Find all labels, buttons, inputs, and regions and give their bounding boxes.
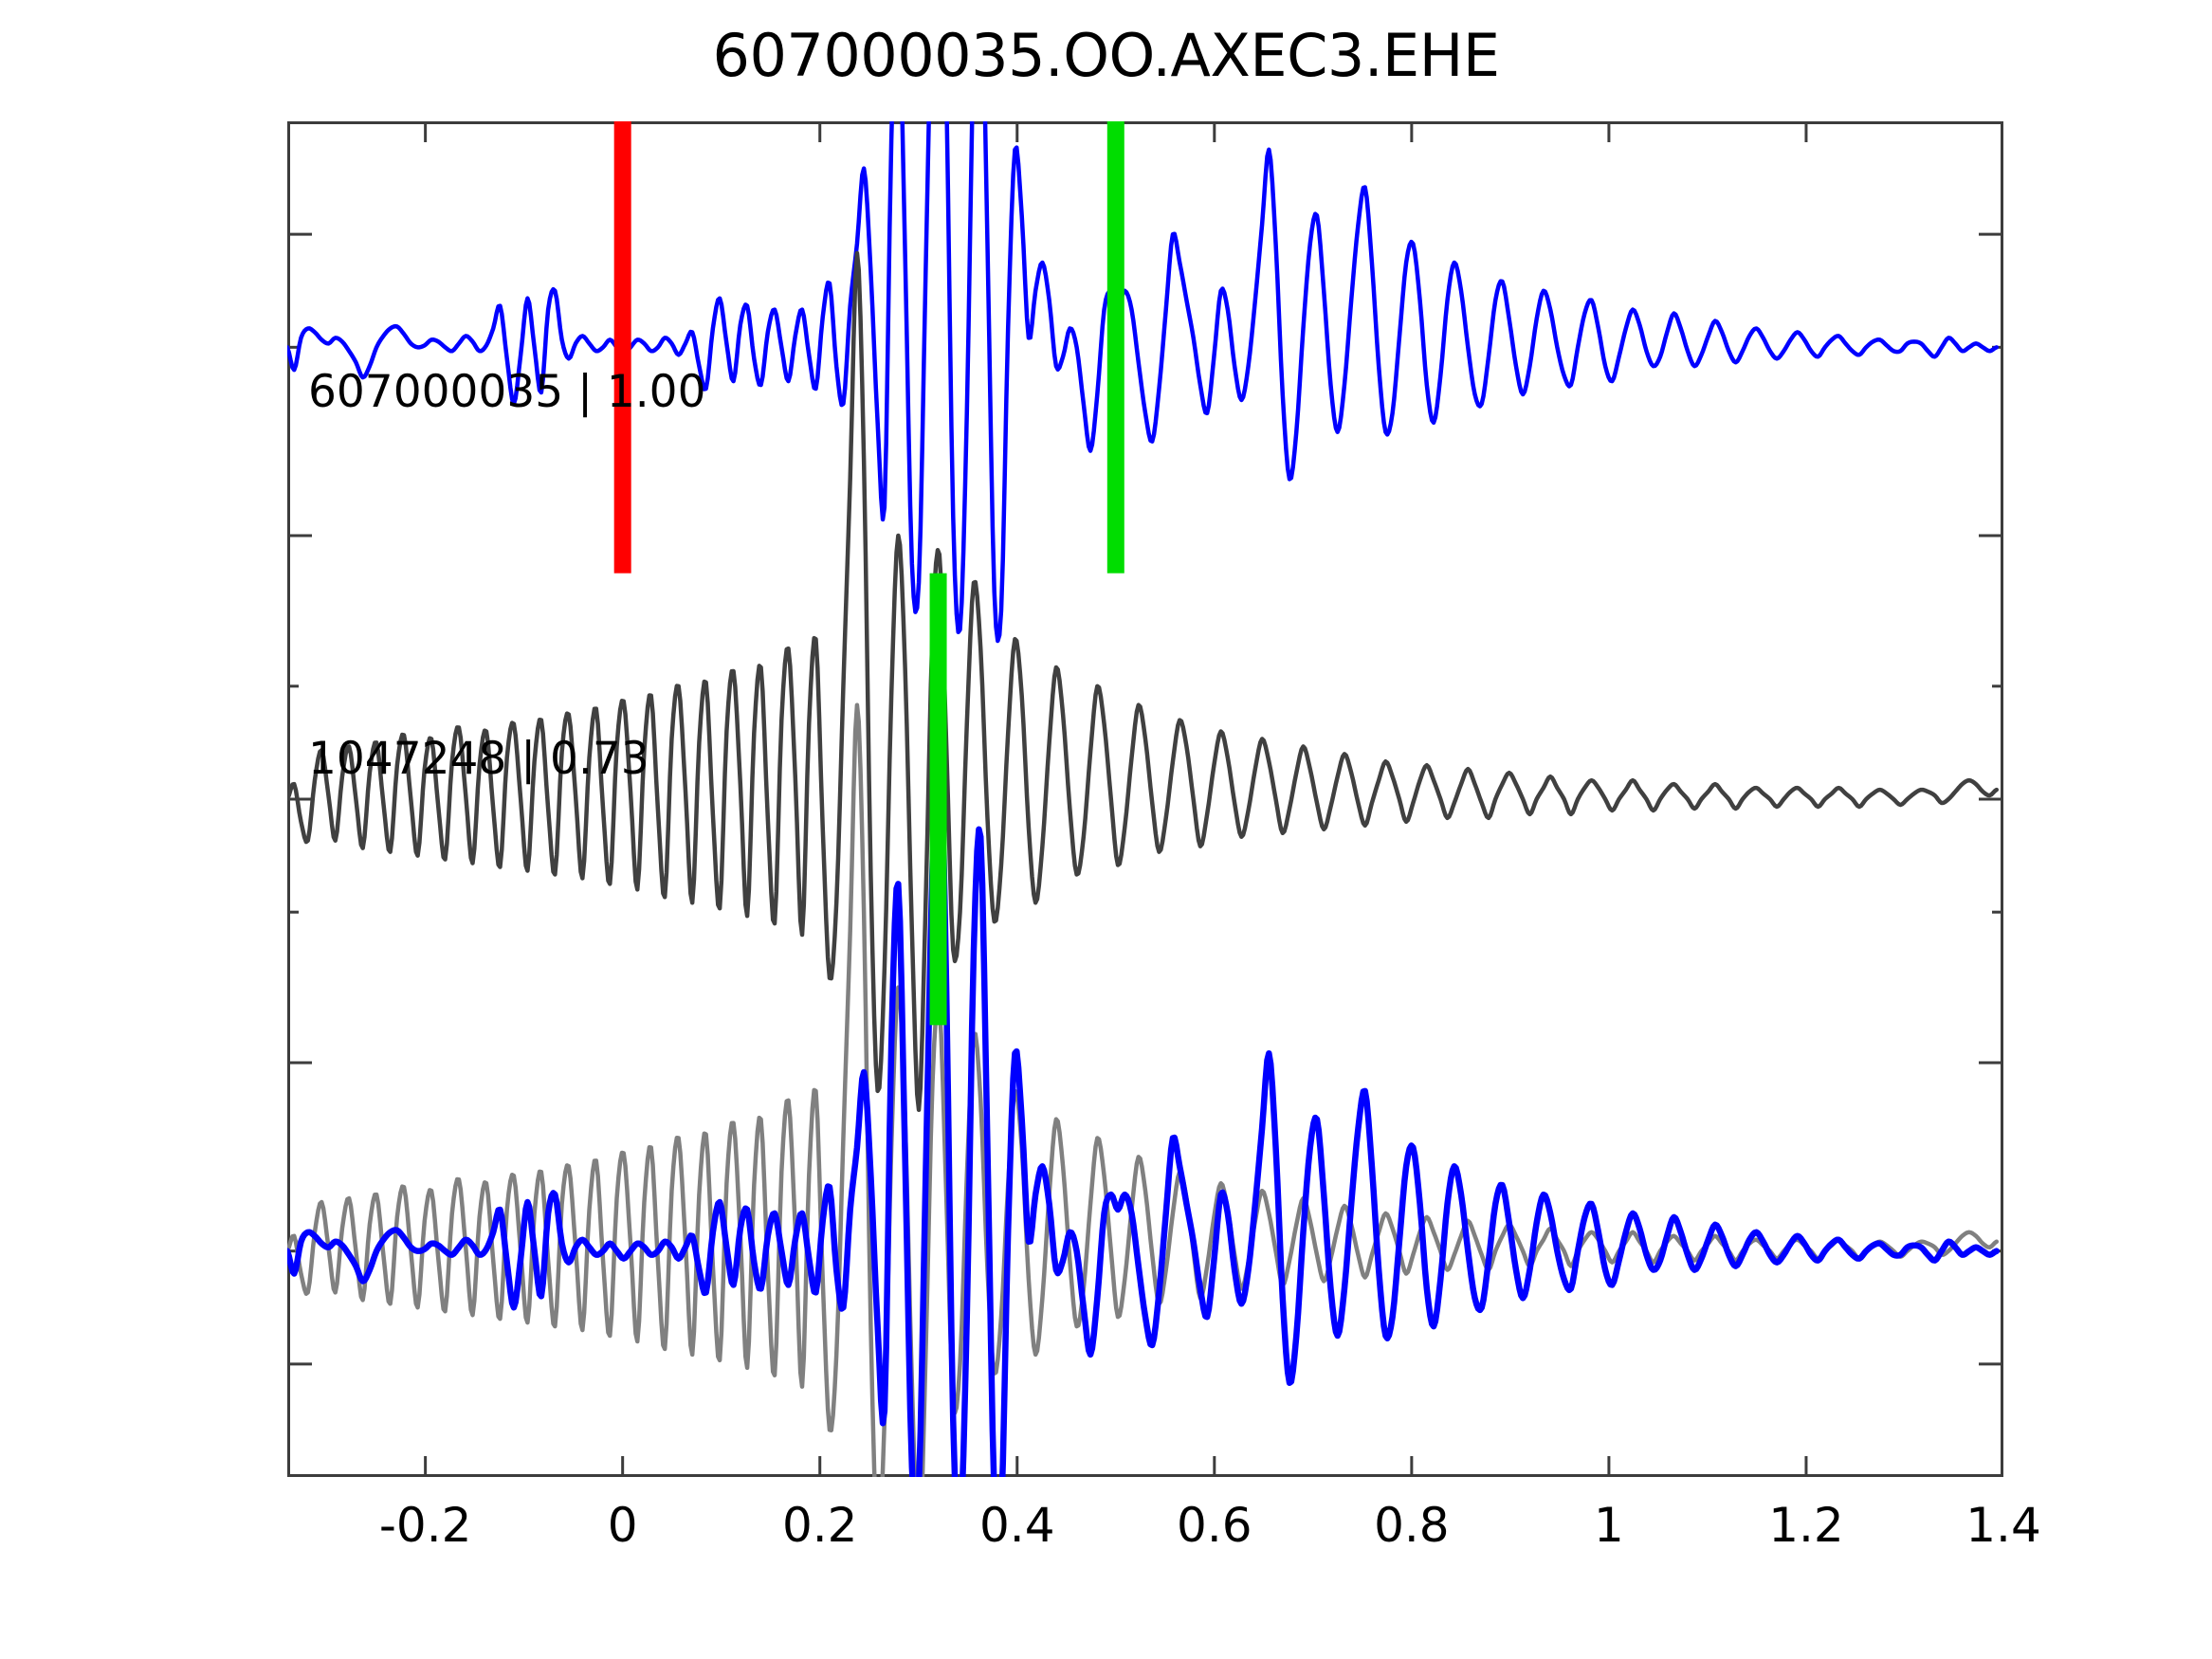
xtick-label: 0.4 <box>979 1498 1055 1553</box>
page-title: 607000035.OO.AXEC3.EHE <box>712 21 1501 90</box>
xtick-label: 0 <box>607 1498 638 1553</box>
red-pick-marker <box>613 121 631 574</box>
xtick-label: 1.4 <box>1965 1498 2041 1553</box>
xtick-label: 0.8 <box>1374 1498 1450 1553</box>
trace-label-1047248: 1047248 | 0.73 <box>308 733 649 785</box>
xtick-label: 0.2 <box>781 1498 858 1553</box>
xtick-label: -0.2 <box>378 1498 472 1553</box>
xtick-label: 0.6 <box>1177 1498 1252 1553</box>
green-pick-marker <box>929 573 947 1026</box>
xtick-label: 1.2 <box>1768 1498 1844 1553</box>
xtick-label: 1 <box>1594 1498 1624 1553</box>
green-pick-marker <box>1106 121 1124 574</box>
plot-axes: 607000035 | 1.00 1047248 | 0.73 <box>287 121 2003 1477</box>
waveform-canvas <box>287 121 2003 1477</box>
trace-label-607000035: 607000035 | 1.00 <box>308 366 706 418</box>
